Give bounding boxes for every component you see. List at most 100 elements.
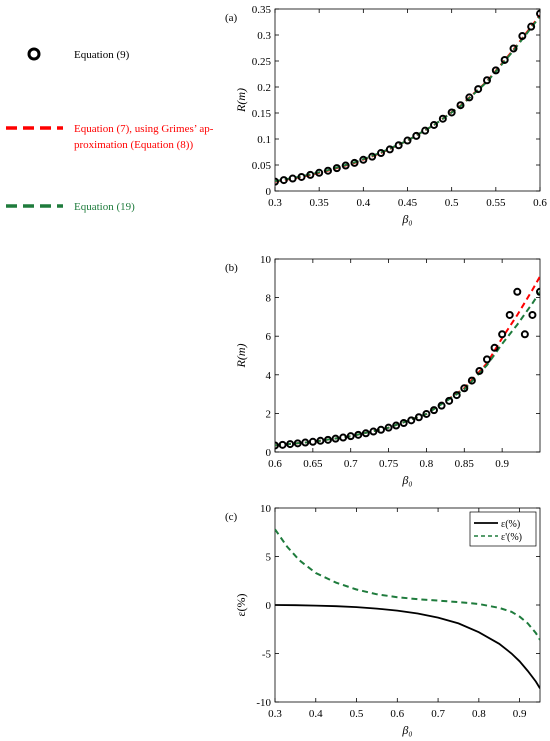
y-axis-label: R(m) bbox=[234, 344, 248, 369]
data-point bbox=[369, 427, 378, 436]
x-tick-label: 0.35 bbox=[310, 197, 330, 209]
y-tick-label: 0.2 bbox=[257, 82, 271, 94]
x-axis-label: β₀ bbox=[401, 473, 412, 487]
data-point bbox=[279, 176, 288, 185]
data-point bbox=[518, 32, 527, 41]
legend-label-equation-9: Equation (9) bbox=[74, 49, 130, 61]
data-point bbox=[414, 413, 423, 422]
data-point bbox=[394, 141, 403, 150]
y-tick-label: 4 bbox=[266, 370, 272, 382]
axes-frame bbox=[274, 8, 541, 192]
data-point bbox=[354, 430, 363, 439]
data-point bbox=[392, 421, 401, 430]
data-point bbox=[438, 114, 447, 123]
data-point bbox=[331, 434, 340, 443]
data-point bbox=[490, 343, 499, 352]
x-tick-label: 0.4 bbox=[309, 708, 323, 720]
series-0 bbox=[275, 604, 540, 689]
series-0 bbox=[275, 287, 540, 450]
series-line bbox=[275, 15, 540, 183]
data-point bbox=[422, 409, 431, 418]
legend-circle-marker bbox=[27, 47, 41, 61]
legend-label-equation-7-line2: proximation (Equation (8)) bbox=[74, 139, 193, 151]
data-point bbox=[509, 44, 518, 53]
panel-legend-box bbox=[469, 511, 537, 547]
y-tick-label: 0.05 bbox=[252, 160, 272, 172]
data-point bbox=[399, 419, 408, 428]
data-point bbox=[278, 440, 287, 449]
series-0 bbox=[275, 9, 540, 186]
data-point bbox=[465, 93, 474, 102]
y-tick-label: 10 bbox=[260, 503, 272, 515]
panel-legend-label: ε(%) bbox=[501, 519, 520, 530]
data-point bbox=[452, 391, 461, 400]
legend-label-equation-7-line1: Equation (7), using Grimes’ ap- bbox=[74, 123, 214, 135]
x-tick-label: 0.3 bbox=[268, 708, 282, 720]
x-tick-label: 0.8 bbox=[420, 458, 434, 470]
y-tick-label: 0.35 bbox=[252, 4, 272, 16]
x-tick-label: 0.8 bbox=[472, 708, 486, 720]
series-line bbox=[275, 14, 540, 183]
data-point bbox=[341, 161, 350, 170]
data-point bbox=[437, 401, 446, 410]
axes-frame bbox=[274, 258, 541, 453]
x-tick-label: 0.4 bbox=[356, 197, 370, 209]
data-point bbox=[498, 330, 507, 339]
panel-legend-label: ε'(%) bbox=[501, 532, 522, 543]
y-tick-label: 0.15 bbox=[252, 108, 272, 120]
panel-label: (a) bbox=[225, 12, 238, 24]
data-point bbox=[293, 439, 302, 448]
data-point bbox=[527, 22, 536, 31]
data-point bbox=[308, 437, 317, 446]
data-point bbox=[528, 310, 537, 319]
y-axis-label: R(m) bbox=[234, 88, 248, 113]
data-point bbox=[447, 108, 456, 117]
data-point bbox=[536, 9, 540, 18]
x-axis-label: β₀ bbox=[401, 212, 412, 226]
x-tick-label: 0.6 bbox=[268, 458, 282, 470]
x-tick-label: 0.6 bbox=[390, 708, 404, 720]
panel-legend: ε(%) ε'(%) bbox=[469, 511, 537, 547]
y-tick-label: 10 bbox=[260, 254, 272, 266]
x-tick-label: 0.65 bbox=[303, 458, 323, 470]
x-tick-label: 0.5 bbox=[445, 197, 459, 209]
data-point bbox=[491, 66, 500, 75]
global-legend: Equation (9) Equation (7), using Grimes’… bbox=[6, 47, 214, 213]
x-tick-label: 0.7 bbox=[344, 458, 358, 470]
data-point bbox=[275, 177, 279, 186]
data-point bbox=[475, 366, 484, 375]
data-point bbox=[346, 432, 355, 441]
data-point bbox=[384, 423, 393, 432]
data-point bbox=[403, 136, 412, 145]
x-tick-label: 0.9 bbox=[495, 458, 509, 470]
panel-label: (b) bbox=[225, 262, 238, 274]
data-point bbox=[520, 330, 529, 339]
x-tick-label: 0.5 bbox=[350, 708, 364, 720]
data-point bbox=[324, 166, 332, 175]
data-point bbox=[483, 76, 491, 85]
data-point bbox=[505, 310, 514, 319]
series-1 bbox=[275, 14, 540, 183]
y-tick-label: 0.25 bbox=[252, 56, 272, 68]
x-tick-label: 0.85 bbox=[455, 458, 475, 470]
x-tick-label: 0.9 bbox=[513, 708, 527, 720]
data-point bbox=[407, 416, 416, 425]
x-tick-label: 0.75 bbox=[379, 458, 399, 470]
legend-item-equation-7: Equation (7), using Grimes’ ap- proximat… bbox=[6, 123, 214, 151]
legend-label-equation-19: Equation (19) bbox=[74, 201, 135, 213]
data-point bbox=[536, 287, 540, 296]
data-point bbox=[286, 440, 295, 449]
x-tick-label: 0.45 bbox=[398, 197, 418, 209]
data-point bbox=[368, 152, 377, 161]
data-point bbox=[316, 436, 325, 445]
data-point bbox=[332, 164, 341, 173]
data-point bbox=[430, 406, 438, 415]
x-tick-label: 0.7 bbox=[431, 708, 445, 720]
series-line bbox=[275, 604, 540, 689]
data-point bbox=[445, 396, 454, 405]
data-point bbox=[513, 287, 522, 296]
x-tick-label: 0.3 bbox=[268, 197, 282, 209]
y-tick-label: 6 bbox=[266, 331, 272, 343]
panel-c: 0.3 0.4 0.5 0.6 0.7 0.8 0.9-10-50510(c)β₀ε(%)ε… bbox=[225, 503, 541, 737]
